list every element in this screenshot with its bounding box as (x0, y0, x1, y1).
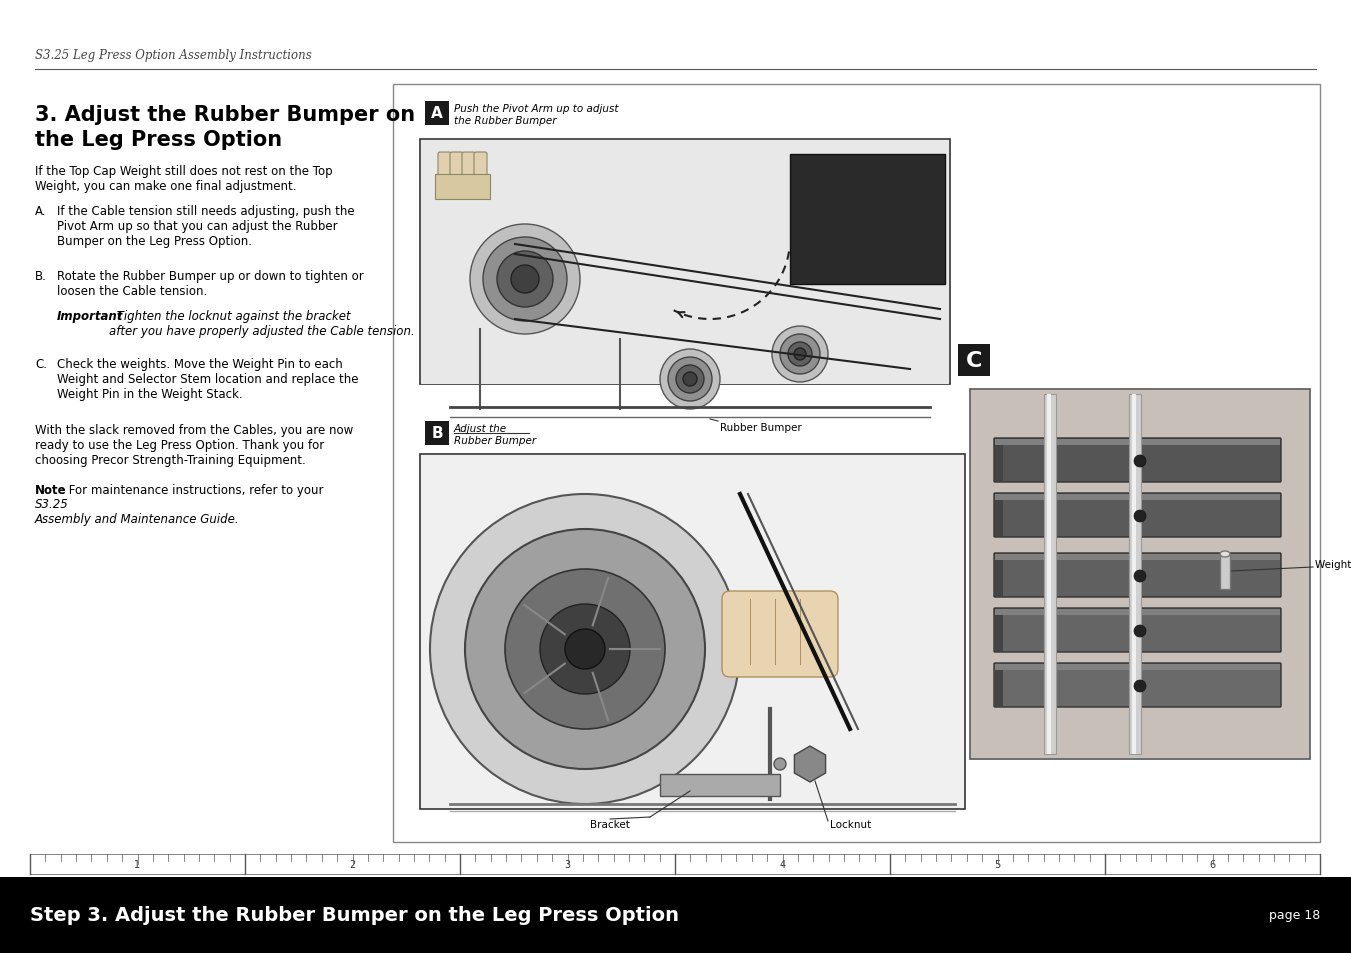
Text: Adjust the
Rubber Bumper: Adjust the Rubber Bumper (454, 423, 536, 445)
Circle shape (505, 569, 665, 729)
Text: S3.25
Assembly and Maintenance Guide.: S3.25 Assembly and Maintenance Guide. (35, 497, 239, 525)
Ellipse shape (1133, 456, 1146, 468)
Text: Rotate the Rubber Bumper up or down to tighten or
loosen the Cable tension.: Rotate the Rubber Bumper up or down to t… (57, 270, 363, 297)
Bar (435, 174, 490, 200)
Bar (994, 609, 1279, 616)
Bar (426, 102, 449, 126)
Circle shape (484, 237, 567, 322)
Text: 3. Adjust the Rubber Bumper on: 3. Adjust the Rubber Bumper on (35, 105, 415, 125)
Circle shape (667, 357, 712, 401)
Bar (393, 85, 1320, 842)
FancyBboxPatch shape (994, 608, 1281, 652)
Text: 1: 1 (135, 859, 141, 869)
Text: the Leg Press Option: the Leg Press Option (35, 130, 282, 150)
Text: Important: Important (57, 310, 123, 323)
Circle shape (676, 366, 704, 394)
Bar (1220, 555, 1229, 589)
Circle shape (771, 327, 828, 382)
Text: C: C (966, 351, 982, 371)
Circle shape (511, 266, 539, 294)
Ellipse shape (1220, 552, 1229, 558)
Text: : Tighten the locknut against the bracket
after you have properly adjusted the C: : Tighten the locknut against the bracke… (109, 310, 415, 337)
Text: A: A (431, 107, 443, 121)
Text: Locknut: Locknut (830, 820, 871, 829)
Circle shape (497, 252, 553, 308)
Bar (994, 500, 1002, 537)
Circle shape (684, 373, 697, 387)
Text: B.: B. (35, 270, 47, 283)
Ellipse shape (1133, 625, 1146, 638)
Bar (1047, 395, 1051, 754)
Text: page 18: page 18 (1269, 908, 1320, 922)
FancyBboxPatch shape (450, 152, 463, 187)
Text: If the Top Cap Weight still does not rest on the Top
Weight, you can make one fi: If the Top Cap Weight still does not res… (35, 165, 332, 193)
Bar (994, 555, 1279, 560)
Ellipse shape (1133, 511, 1146, 522)
FancyBboxPatch shape (474, 152, 486, 187)
Text: 6: 6 (1209, 859, 1216, 869)
Bar (971, 391, 1309, 759)
Bar (994, 616, 1002, 651)
Text: If the Cable tension still needs adjusting, push the
Pivot Arm up so that you ca: If the Cable tension still needs adjusti… (57, 205, 354, 248)
Text: Step 3. Adjust the Rubber Bumper on the Leg Press Option: Step 3. Adjust the Rubber Bumper on the … (30, 905, 680, 924)
Text: Check the weights. Move the Weight Pin to each
Weight and Selector Stem location: Check the weights. Move the Weight Pin t… (57, 357, 358, 400)
Circle shape (565, 629, 605, 669)
Text: 3: 3 (565, 859, 570, 869)
Bar (994, 446, 1002, 481)
Text: Rubber Bumper: Rubber Bumper (720, 422, 801, 433)
Bar (994, 670, 1002, 706)
Bar (958, 345, 990, 376)
Bar (420, 140, 950, 385)
Text: With the slack removed from the Cables, you are now
ready to use the Leg Press O: With the slack removed from the Cables, … (35, 423, 353, 467)
Text: 4: 4 (780, 859, 785, 869)
Bar (994, 439, 1279, 446)
Text: S3.25 Leg Press Option Assembly Instructions: S3.25 Leg Press Option Assembly Instruct… (35, 49, 312, 62)
Text: Bracket: Bracket (590, 820, 630, 829)
Circle shape (540, 604, 630, 695)
Bar (426, 421, 449, 446)
Text: C.: C. (35, 357, 47, 371)
Bar (1129, 395, 1142, 754)
Bar (790, 154, 944, 285)
Bar (970, 390, 1310, 760)
Ellipse shape (1133, 571, 1146, 582)
Bar (994, 495, 1279, 500)
Bar (422, 141, 948, 385)
Bar (0, 877, 1351, 953)
Circle shape (794, 349, 807, 360)
Bar (994, 560, 1002, 597)
FancyBboxPatch shape (462, 152, 476, 187)
Bar (994, 664, 1279, 670)
FancyBboxPatch shape (994, 494, 1281, 537)
Text: Weight Pin: Weight Pin (1315, 559, 1351, 569)
FancyBboxPatch shape (994, 438, 1281, 482)
Text: 5: 5 (994, 859, 1001, 869)
Circle shape (661, 350, 720, 410)
Circle shape (430, 495, 740, 804)
Circle shape (470, 225, 580, 335)
FancyBboxPatch shape (994, 663, 1281, 707)
FancyBboxPatch shape (721, 592, 838, 678)
Text: Push the Pivot Arm up to adjust
the Rubber Bumper: Push the Pivot Arm up to adjust the Rubb… (454, 104, 619, 126)
FancyBboxPatch shape (994, 554, 1281, 598)
Circle shape (788, 343, 812, 367)
Ellipse shape (1133, 680, 1146, 692)
Circle shape (465, 530, 705, 769)
Text: B: B (431, 426, 443, 441)
Bar (1044, 395, 1056, 754)
Bar (422, 456, 965, 808)
Text: 2: 2 (350, 859, 355, 869)
Text: Note: Note (35, 483, 66, 497)
Bar (30, 854, 1320, 874)
Text: : For maintenance instructions, refer to your: : For maintenance instructions, refer to… (61, 483, 327, 497)
Text: A.: A. (35, 205, 46, 218)
FancyBboxPatch shape (438, 152, 451, 187)
Circle shape (774, 759, 786, 770)
Bar (661, 774, 780, 796)
Circle shape (780, 335, 820, 375)
Bar (1132, 395, 1136, 754)
Bar (420, 455, 965, 809)
